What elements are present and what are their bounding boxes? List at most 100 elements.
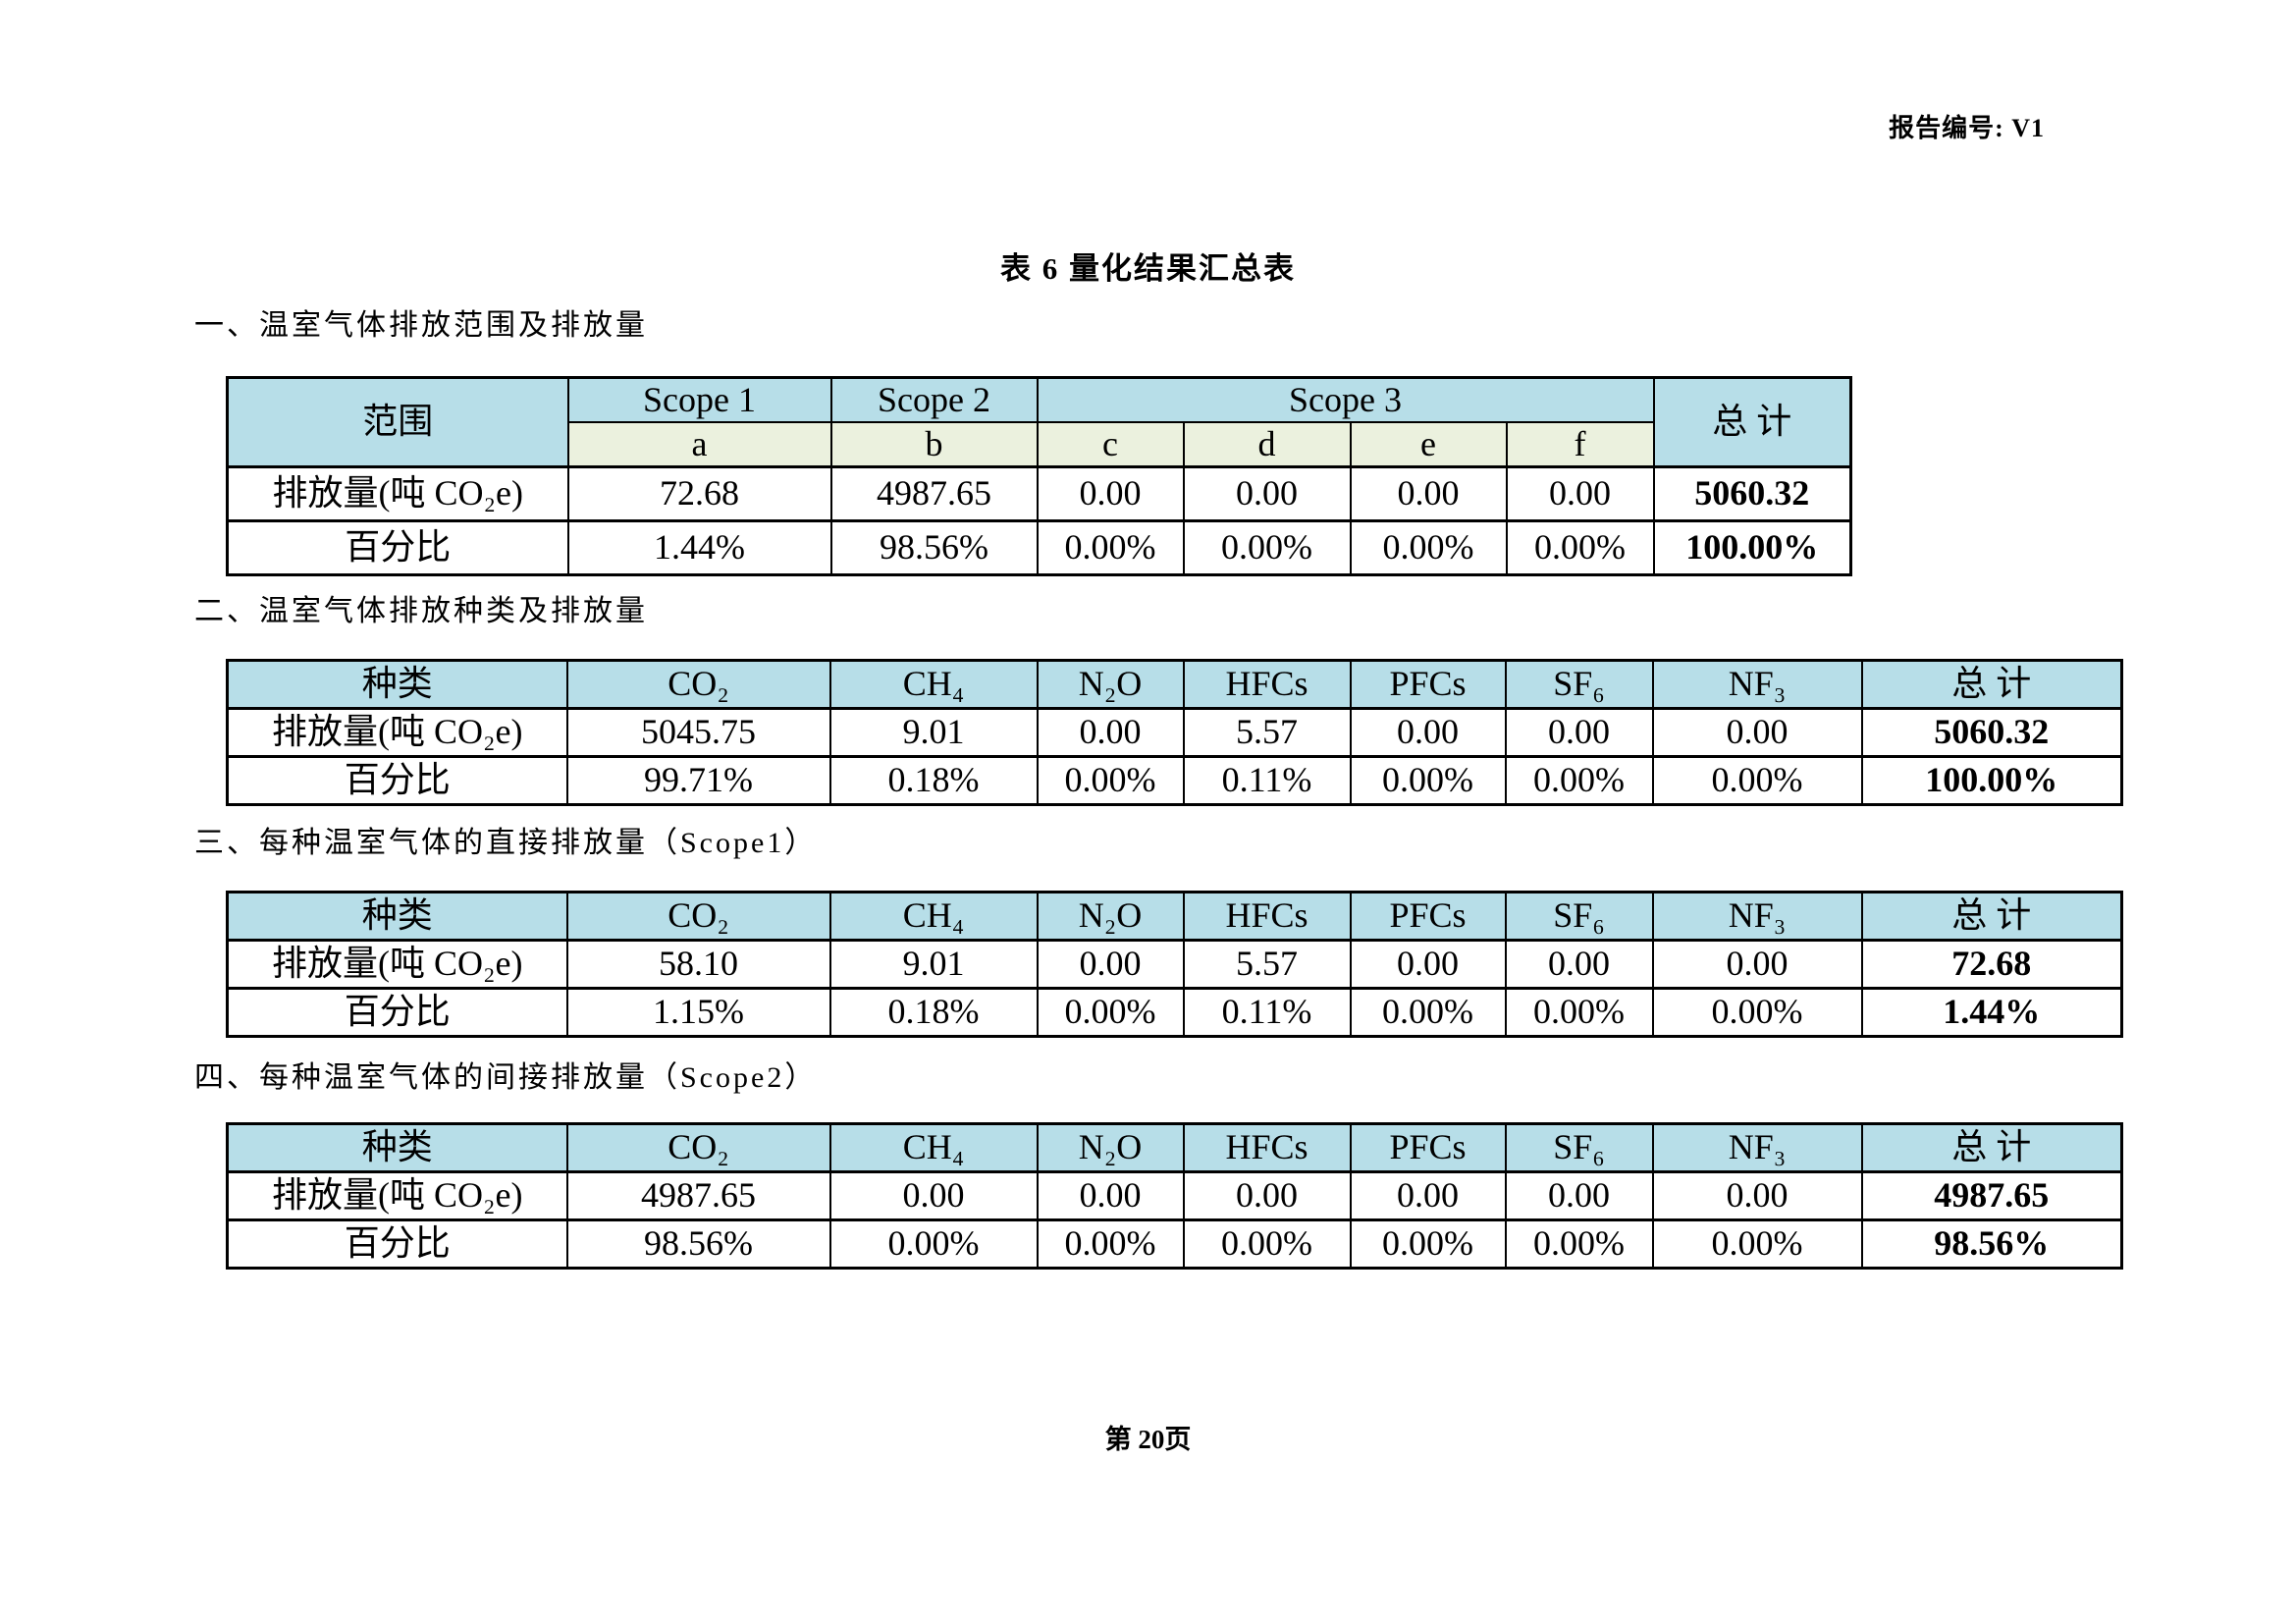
percent-value: 98.56% xyxy=(829,519,1039,576)
emission-value: 0.00 xyxy=(1036,1170,1185,1221)
emission-value: 0.00 xyxy=(1036,707,1185,758)
percent-total: 98.56% xyxy=(1860,1218,2123,1270)
row-label-emissions: 排放量(吨 CO₂e) xyxy=(226,465,569,522)
col-header-total: 总 计 xyxy=(1860,891,2123,942)
section-3-heading: 三、每种温室气体的直接排放量（Scope1） xyxy=(194,827,818,859)
row-label-percent: 百分比 xyxy=(226,1218,568,1270)
col-header-nf3: NF₃ xyxy=(1651,1122,1863,1173)
corner-header-type: 种类 xyxy=(226,1122,568,1173)
emission-value: 0.00 xyxy=(1349,1170,1507,1221)
percent-value: 0.00% xyxy=(1651,987,1863,1038)
emission-total: 5060.32 xyxy=(1652,465,1852,522)
emission-value: 4987.65 xyxy=(829,465,1039,522)
percent-value: 0.00% xyxy=(1349,987,1507,1038)
page-title: 表 6 量化结果汇总表 xyxy=(1000,251,1296,286)
col-header-pfcs: PFCs xyxy=(1349,659,1507,710)
percent-total: 1.44% xyxy=(1860,987,2123,1038)
row-label-percent: 百分比 xyxy=(226,755,568,806)
emission-value: 0.00 xyxy=(1182,465,1352,522)
scope-emissions-table: 范围 Scope 1 Scope 2 Scope 3 总 计 a b c d e… xyxy=(226,376,1853,576)
row-label-percent: 百分比 xyxy=(226,519,569,576)
emission-value: 0.00 xyxy=(1349,465,1508,522)
emission-value: 5.57 xyxy=(1182,939,1352,990)
percent-total: 100.00% xyxy=(1652,519,1852,576)
col-header-total: 总 计 xyxy=(1652,376,1852,468)
emission-value: 0.00 xyxy=(1504,939,1654,990)
col-header-total: 总 计 xyxy=(1860,659,2123,710)
percent-value: 1.44% xyxy=(566,519,832,576)
percent-value: 0.00% xyxy=(1349,1218,1507,1270)
col-header-sf6: SF₆ xyxy=(1504,659,1654,710)
scope1-gas-emissions-table: 种类 CO₂ CH₄ N₂O HFCs PFCs SF₆ NF₃ 总 计 排放量… xyxy=(226,891,2123,1038)
emission-value: 0.00 xyxy=(828,1170,1039,1221)
percent-value: 0.00% xyxy=(1036,755,1185,806)
emission-value: 0.00 xyxy=(1651,707,1863,758)
corner-header-type: 种类 xyxy=(226,659,568,710)
col-header-n2o: N₂O xyxy=(1036,659,1185,710)
col-header-total: 总 计 xyxy=(1860,1122,2123,1173)
emission-value: 72.68 xyxy=(566,465,832,522)
emission-value: 0.00 xyxy=(1036,465,1185,522)
col-header-ch4: CH₄ xyxy=(828,659,1039,710)
gas-type-emissions-table: 种类 CO₂ CH₄ N₂O HFCs PFCs SF₆ NF₃ 总 计 排放量… xyxy=(226,659,2123,806)
emission-value: 4987.65 xyxy=(565,1170,831,1221)
corner-header-type: 种类 xyxy=(226,891,568,942)
percent-value: 0.00% xyxy=(1505,519,1655,576)
percent-value: 99.71% xyxy=(565,755,831,806)
percent-value: 0.00% xyxy=(1182,1218,1352,1270)
emission-value: 58.10 xyxy=(565,939,831,990)
percent-value: 0.00% xyxy=(1504,1218,1654,1270)
page-number: 第 20页 xyxy=(1104,1425,1192,1454)
percent-total: 100.00% xyxy=(1860,755,2123,806)
section-2-heading: 二、温室气体排放种类及排放量 xyxy=(194,595,648,627)
percent-value: 0.00% xyxy=(1349,519,1508,576)
col-header-pfcs: PFCs xyxy=(1349,1122,1507,1173)
percent-value: 98.56% xyxy=(565,1218,831,1270)
emission-value: 0.00 xyxy=(1505,465,1655,522)
emission-total: 72.68 xyxy=(1860,939,2123,990)
percent-value: 0.00% xyxy=(1036,987,1185,1038)
percent-value: 0.00% xyxy=(828,1218,1039,1270)
emission-value: 9.01 xyxy=(828,939,1039,990)
col-header-pfcs: PFCs xyxy=(1349,891,1507,942)
emission-value: 9.01 xyxy=(828,707,1039,758)
emission-value: 5045.75 xyxy=(565,707,831,758)
percent-value: 0.18% xyxy=(828,755,1039,806)
subcol-header-f: f xyxy=(1505,421,1655,468)
corner-header-scope: 范围 xyxy=(226,376,569,468)
col-header-sf6: SF₆ xyxy=(1504,1122,1654,1173)
subcol-header-b: b xyxy=(829,421,1039,468)
emission-value: 0.00 xyxy=(1651,1170,1863,1221)
col-header-hfcs: HFCs xyxy=(1182,1122,1352,1173)
section-1-heading: 一、温室气体排放范围及排放量 xyxy=(194,309,648,342)
percent-value: 0.00% xyxy=(1036,519,1185,576)
row-label-emissions: 排放量(吨 CO₂e) xyxy=(226,707,568,758)
percent-value: 0.00% xyxy=(1349,755,1507,806)
percent-value: 0.00% xyxy=(1504,987,1654,1038)
percent-value: 0.18% xyxy=(828,987,1039,1038)
emission-value: 0.00 xyxy=(1036,939,1185,990)
col-header-n2o: N₂O xyxy=(1036,1122,1185,1173)
percent-value: 0.11% xyxy=(1182,987,1352,1038)
col-header-ch4: CH₄ xyxy=(828,891,1039,942)
emission-value: 0.00 xyxy=(1651,939,1863,990)
scope2-gas-emissions-table: 种类 CO₂ CH₄ N₂O HFCs PFCs SF₆ NF₃ 总 计 排放量… xyxy=(226,1122,2123,1270)
subcol-header-d: d xyxy=(1182,421,1352,468)
col-header-n2o: N₂O xyxy=(1036,891,1185,942)
emission-value: 0.00 xyxy=(1349,939,1507,990)
subcol-header-a: a xyxy=(566,421,832,468)
percent-value: 0.00% xyxy=(1651,1218,1863,1270)
percent-value: 0.11% xyxy=(1182,755,1352,806)
percent-value: 0.00% xyxy=(1182,519,1352,576)
report-number: 报告编号: V1 xyxy=(1889,114,2045,142)
col-header-hfcs: HFCs xyxy=(1182,659,1352,710)
percent-value: 0.00% xyxy=(1504,755,1654,806)
emission-value: 0.00 xyxy=(1349,707,1507,758)
emission-total: 4987.65 xyxy=(1860,1170,2123,1221)
col-header-co2: CO₂ xyxy=(565,1122,831,1173)
emission-value: 0.00 xyxy=(1504,707,1654,758)
col-header-co2: CO₂ xyxy=(565,659,831,710)
subcol-header-e: e xyxy=(1349,421,1508,468)
col-header-nf3: NF₃ xyxy=(1651,891,1863,942)
